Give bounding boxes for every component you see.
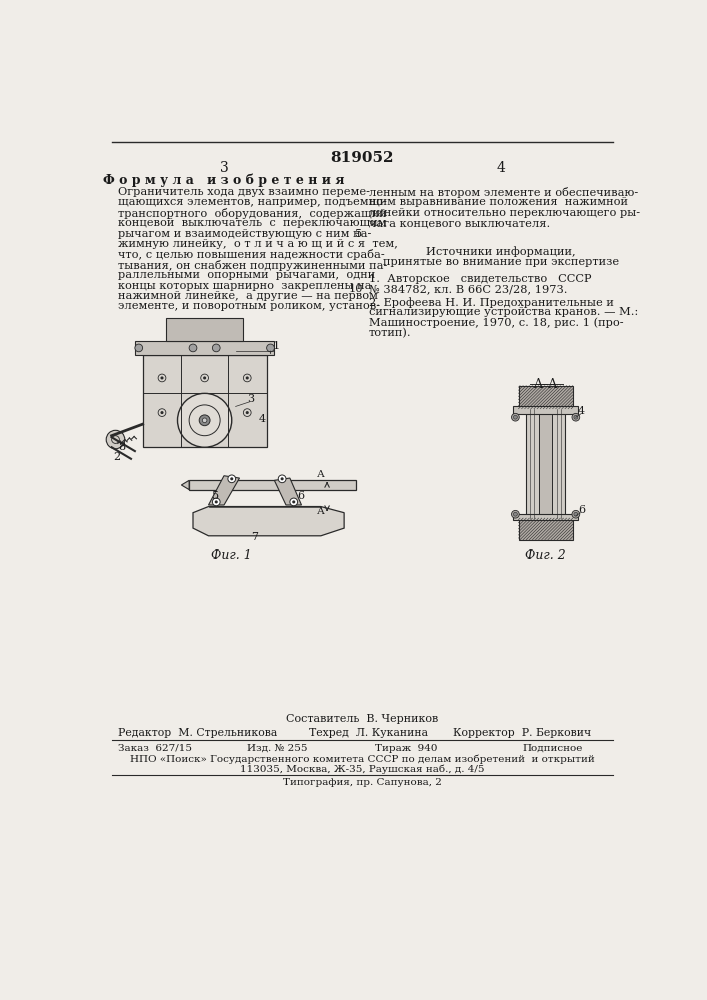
Circle shape — [106, 430, 125, 449]
Circle shape — [160, 376, 163, 379]
Text: 2: 2 — [113, 452, 120, 462]
Text: что, с целью повышения надежности сраба-: что, с целью повышения надежности сраба- — [118, 249, 385, 260]
Text: Изд. № 255: Изд. № 255 — [247, 744, 308, 753]
Text: щающихся элементов, например, подъемно-: щающихся элементов, например, подъемно- — [118, 197, 387, 207]
Circle shape — [512, 413, 519, 421]
Circle shape — [267, 344, 274, 352]
Text: 4: 4 — [578, 406, 585, 416]
Text: A–A: A–A — [534, 378, 558, 391]
Text: Корректор  Р. Беркович: Корректор Р. Беркович — [452, 728, 591, 738]
Text: 5: 5 — [356, 229, 363, 239]
Text: А: А — [317, 507, 325, 516]
Text: Составитель  В. Черников: Составитель В. Черников — [286, 714, 438, 724]
Text: тывания, он снабжен подпружиненными па-: тывания, он снабжен подпружиненными па- — [118, 260, 387, 271]
Text: А: А — [317, 470, 325, 479]
Bar — [518, 518, 573, 540]
Text: Типография, пр. Сапунова, 2: Типография, пр. Сапунова, 2 — [283, 778, 441, 787]
Circle shape — [513, 415, 518, 419]
Circle shape — [246, 376, 249, 379]
Text: сигнализирующие устройства кранов. — М.:: сигнализирующие устройства кранов. — М.: — [369, 307, 638, 317]
Circle shape — [202, 418, 207, 423]
Circle shape — [230, 477, 233, 480]
Circle shape — [228, 475, 235, 483]
Bar — [513, 514, 578, 520]
Circle shape — [513, 512, 518, 516]
Text: принятые во внимание при экспертизе: принятые во внимание при экспертизе — [382, 257, 619, 267]
Text: 10: 10 — [349, 284, 363, 294]
Circle shape — [290, 498, 298, 506]
Text: Фиг. 2: Фиг. 2 — [525, 549, 566, 562]
Text: 4: 4 — [259, 414, 266, 424]
Circle shape — [246, 411, 249, 414]
Text: Ф о р м у л а   и з о б р е т е н и я: Ф о р м у л а и з о б р е т е н и я — [103, 174, 345, 187]
Text: Редактор  М. Стрельникова: Редактор М. Стрельникова — [118, 728, 277, 738]
Circle shape — [199, 415, 210, 426]
Text: 5: 5 — [212, 491, 219, 501]
Circle shape — [135, 344, 143, 352]
Text: рычагом и взаимодействующую с ним на-: рычагом и взаимодействующую с ним на- — [118, 229, 371, 239]
Text: Тираж  940: Тираж 940 — [375, 744, 438, 753]
Circle shape — [572, 510, 580, 518]
Text: Техред  Л. Куканина: Техред Л. Куканина — [309, 728, 428, 738]
Text: тотип).: тотип). — [369, 328, 411, 339]
Text: линейки относительно переключающего ры-: линейки относительно переключающего ры- — [369, 208, 640, 218]
Text: 4: 4 — [496, 161, 505, 175]
Polygon shape — [182, 480, 189, 490]
Text: щим выравнивание положения  нажимной: щим выравнивание положения нажимной — [369, 197, 628, 207]
Bar — [166, 318, 243, 341]
Text: раллельными  опорными  рычагами,  одни: раллельными опорными рычагами, одни — [118, 270, 375, 280]
Circle shape — [177, 393, 232, 447]
Polygon shape — [193, 507, 344, 536]
Bar — [526, 409, 565, 518]
Text: Заказ  627/15: Заказ 627/15 — [118, 744, 192, 753]
Circle shape — [292, 500, 296, 503]
Bar — [539, 409, 552, 518]
Text: 1: 1 — [273, 341, 280, 351]
Text: транспортного  оборудования,  содержащий: транспортного оборудования, содержащий — [118, 208, 387, 219]
Text: 819052: 819052 — [330, 151, 394, 165]
Text: Фиг. 1: Фиг. 1 — [211, 549, 252, 562]
Polygon shape — [209, 476, 240, 505]
Text: концевой  выключатель  с  переключающим: концевой выключатель с переключающим — [118, 218, 387, 228]
Circle shape — [574, 512, 578, 516]
Text: концы которых шарнирно  закреплены на: концы которых шарнирно закреплены на — [118, 281, 371, 291]
Text: Подписное: Подписное — [522, 744, 583, 753]
Text: элементе, и поворотным роликом, установ-: элементе, и поворотным роликом, установ- — [118, 301, 380, 311]
Bar — [143, 355, 267, 447]
Circle shape — [574, 415, 578, 419]
Circle shape — [215, 500, 218, 503]
Text: жимную линейку,  о т л и ч а ю щ и й с я  тем,: жимную линейку, о т л и ч а ю щ и й с я … — [118, 239, 398, 249]
Text: 1.  Авторское   свидетельство   СССР: 1. Авторское свидетельство СССР — [369, 274, 592, 284]
Circle shape — [279, 475, 286, 483]
Bar — [513, 406, 578, 414]
Text: № 384782, кл. В 66С 23/28, 1973.: № 384782, кл. В 66С 23/28, 1973. — [369, 284, 568, 294]
Text: 6: 6 — [298, 491, 305, 501]
Circle shape — [212, 344, 220, 352]
Text: НПО «Поиск» Государственного комитета СССР по делам изобретений  и открытий: НПО «Поиск» Государственного комитета СС… — [129, 754, 595, 764]
Circle shape — [572, 413, 580, 421]
Circle shape — [212, 498, 220, 506]
Text: 6: 6 — [578, 505, 585, 515]
Bar — [518, 386, 573, 409]
Text: Машиностроение, 1970, с. 18, рис. 1 (про-: Машиностроение, 1970, с. 18, рис. 1 (про… — [369, 318, 624, 328]
Bar — [135, 341, 274, 355]
Text: Ограничитель хода двух взаимно переме-: Ограничитель хода двух взаимно переме- — [118, 187, 370, 197]
Circle shape — [189, 344, 197, 352]
Text: ленным на втором элементе и обеспечиваю-: ленным на втором элементе и обеспечиваю- — [369, 187, 638, 198]
Text: Источники информации,: Источники информации, — [426, 246, 575, 257]
Text: 2. Ерофеева Н. И. Предохранительные и: 2. Ерофеева Н. И. Предохранительные и — [369, 297, 614, 308]
Text: 3: 3 — [220, 161, 228, 175]
Circle shape — [512, 510, 519, 518]
Text: чага концевого выключателя.: чага концевого выключателя. — [369, 218, 550, 228]
Text: 113035, Москва, Ж-35, Раушская наб., д. 4/5: 113035, Москва, Ж-35, Раушская наб., д. … — [240, 764, 484, 774]
Circle shape — [281, 477, 284, 480]
Text: 8: 8 — [118, 442, 125, 452]
Text: нажимной линейке,  а другие — на первом: нажимной линейке, а другие — на первом — [118, 291, 378, 301]
Text: 7: 7 — [251, 532, 258, 542]
Circle shape — [160, 411, 163, 414]
Polygon shape — [274, 478, 301, 505]
Bar — [189, 480, 356, 490]
Circle shape — [203, 376, 206, 379]
Text: 3: 3 — [247, 394, 255, 404]
